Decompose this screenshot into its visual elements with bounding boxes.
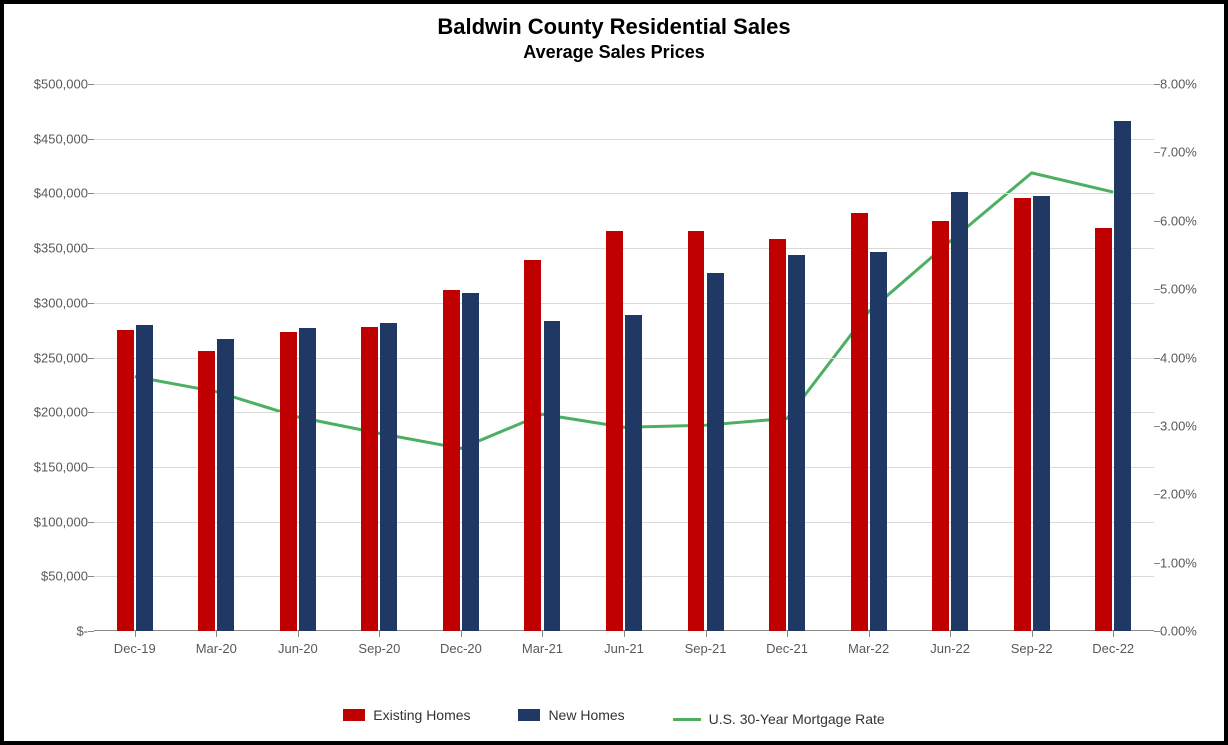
legend-mortgage-rate: U.S. 30-Year Mortgage Rate (673, 711, 885, 727)
x-axis-label: Dec-22 (1092, 641, 1134, 656)
bar-existing (769, 239, 786, 631)
x-axis-label: Jun-22 (930, 641, 970, 656)
bar-new (1033, 196, 1050, 631)
y-left-label: $450,000 (34, 131, 88, 146)
bar-existing (851, 213, 868, 631)
chart-container: Baldwin County Residential Sales Average… (0, 0, 1228, 745)
bar-existing (688, 231, 705, 631)
bar-existing (932, 221, 949, 631)
y-left-label: $350,000 (34, 241, 88, 256)
legend: Existing Homes New Homes U.S. 30-Year Mo… (4, 707, 1224, 728)
bar-existing (361, 327, 378, 631)
bar-existing (606, 231, 623, 631)
chart-subtitle: Average Sales Prices (4, 42, 1224, 63)
bar-existing (117, 330, 134, 631)
x-axis-label: Dec-19 (114, 641, 156, 656)
bar-new (217, 339, 234, 631)
y-right-label: 8.00% (1160, 77, 1197, 92)
x-axis-label: Mar-22 (848, 641, 889, 656)
y-left-label: $100,000 (34, 514, 88, 529)
bar-existing (280, 332, 297, 631)
bar-existing (1095, 228, 1112, 631)
y-right-label: 2.00% (1160, 487, 1197, 502)
x-axis-label: Jun-20 (278, 641, 318, 656)
x-axis-label: Dec-21 (766, 641, 808, 656)
bar-existing (524, 260, 541, 631)
y-right-label: 3.00% (1160, 418, 1197, 433)
y-left-label: $250,000 (34, 350, 88, 365)
y-left-label: $150,000 (34, 459, 88, 474)
y-left-label: $- (76, 624, 88, 639)
y-right-label: 5.00% (1160, 282, 1197, 297)
x-axis-label: Dec-20 (440, 641, 482, 656)
y-right-label: 0.00% (1160, 624, 1197, 639)
y-left-label: $200,000 (34, 405, 88, 420)
bar-new (136, 325, 153, 631)
y-left-label: $400,000 (34, 186, 88, 201)
legend-label-existing: Existing Homes (373, 707, 470, 723)
bar-existing (443, 290, 460, 631)
x-axis-label: Jun-21 (604, 641, 644, 656)
legend-new-homes: New Homes (518, 707, 624, 723)
y-left-label: $500,000 (34, 77, 88, 92)
bar-new (299, 328, 316, 631)
swatch-line (673, 718, 701, 721)
bar-new (870, 252, 887, 631)
bar-existing (1014, 198, 1031, 631)
bar-new (707, 273, 724, 631)
legend-label-mortgage: U.S. 30-Year Mortgage Rate (709, 711, 885, 727)
bar-new (951, 192, 968, 631)
bar-new (788, 255, 805, 631)
chart-titles: Baldwin County Residential Sales Average… (4, 4, 1224, 63)
x-axis-label: Sep-22 (1011, 641, 1053, 656)
y-right-label: 7.00% (1160, 145, 1197, 160)
y-left-label: $300,000 (34, 295, 88, 310)
plot-area: $-$50,000$100,000$150,000$200,000$250,00… (94, 84, 1154, 661)
y-left-label: $50,000 (41, 569, 88, 584)
y-right-label: 1.00% (1160, 555, 1197, 570)
bar-new (625, 315, 642, 631)
bar-new (462, 293, 479, 631)
x-axis-label: Sep-21 (685, 641, 727, 656)
chart-title: Baldwin County Residential Sales (4, 14, 1224, 40)
legend-existing-homes: Existing Homes (343, 707, 470, 723)
legend-label-new: New Homes (548, 707, 624, 723)
swatch-new (518, 709, 540, 721)
y-right-label: 6.00% (1160, 213, 1197, 228)
swatch-existing (343, 709, 365, 721)
y-right-label: 4.00% (1160, 350, 1197, 365)
bar-new (544, 321, 561, 631)
bar-new (380, 323, 397, 632)
x-axis-label: Mar-20 (196, 641, 237, 656)
bar-existing (198, 351, 215, 631)
x-axis-label: Sep-20 (358, 641, 400, 656)
x-axis-label: Mar-21 (522, 641, 563, 656)
bar-new (1114, 121, 1131, 631)
